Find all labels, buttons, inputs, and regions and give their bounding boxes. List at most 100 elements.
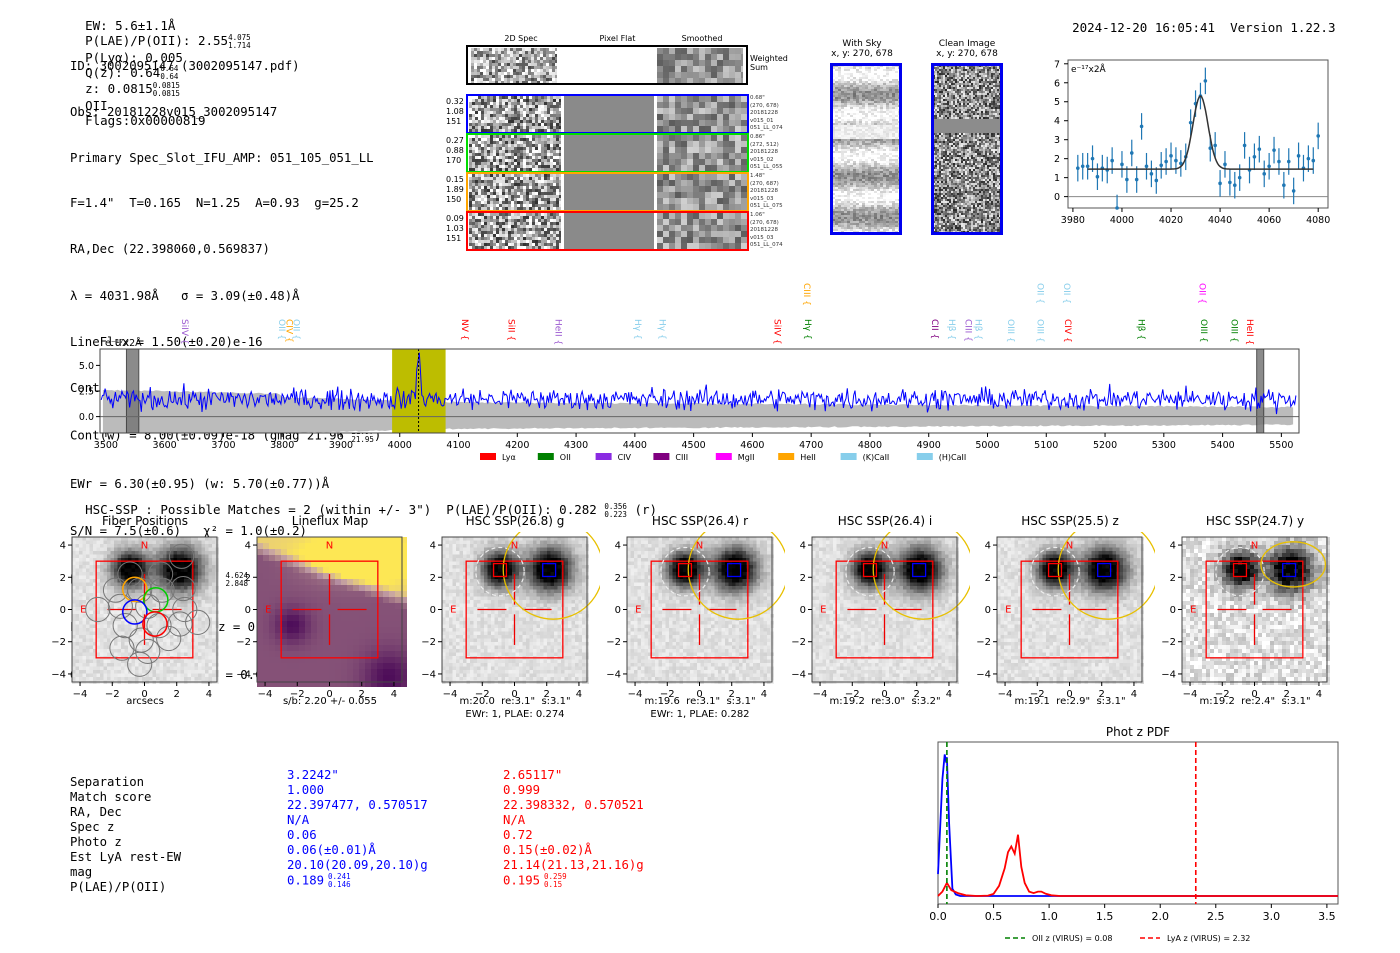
y-tick-label: −4	[236, 669, 251, 680]
fiber-circle	[148, 561, 174, 587]
cutout-panel: HSC SSP(24.7) y N E 4 2 0 −2 −4 −4 −2 0 2 4 m:19.2 re…	[1160, 512, 1340, 727]
y-tick-label: 2	[1170, 573, 1176, 584]
data-point	[1262, 172, 1267, 176]
row-left-labels: 0.09 1.03 151	[446, 214, 464, 244]
legend-label: CIV	[618, 453, 632, 462]
y-tick-label: 4	[615, 541, 621, 552]
match-field-label: mag	[70, 865, 93, 879]
emission-line-label: OIII {	[1034, 319, 1044, 343]
x-tick-label: 5300	[1152, 440, 1176, 451]
match-red: 2.65117" 0.999 22.398332, 0.570521 N/A 0.72 0…	[503, 768, 644, 889]
y-tick-label: −2	[421, 637, 436, 648]
red-match-marker	[492, 562, 508, 578]
data-point	[1232, 183, 1237, 188]
emission-line-label: OII {	[276, 319, 286, 340]
with-sky-label: With Sky	[842, 39, 882, 49]
match-field-value: N/A	[503, 813, 526, 827]
y-tick-label: 2	[1054, 154, 1060, 165]
row-left-value: 0.32	[446, 97, 464, 106]
row-right-labels: 1.48" (270, 687) 20181228 v015_03 051_LL_075	[750, 173, 783, 211]
legend-label: (H)CaII	[939, 453, 966, 462]
x-tick-label: 4600	[740, 440, 764, 451]
x-tick-label: 4500	[682, 440, 706, 451]
y-tick-label: 0	[430, 605, 436, 616]
z-value: z: 0.0815	[85, 81, 153, 96]
x-tick-label: 4800	[858, 440, 882, 451]
cutout-caption-plae: EWr: 1, PLAE: 0.274	[465, 709, 565, 720]
x-tick-label: 5500	[1269, 440, 1293, 451]
emission-line-label: OIII {	[1228, 319, 1238, 343]
data-point	[1223, 162, 1227, 167]
spec2d-images	[466, 45, 749, 251]
row-frame	[466, 211, 749, 251]
emission-line-label: HeII {	[1244, 319, 1254, 345]
row-pixel-flat	[564, 174, 654, 210]
match-field-label: Spec z	[70, 820, 115, 834]
x-tick-label: 2	[729, 689, 735, 700]
row-left-value: 0.15	[446, 175, 464, 184]
fiber-circle	[127, 651, 153, 677]
col-header-pixel-flat: Pixel Flat	[599, 34, 636, 43]
row-right-labels: 0.68" (270, 678) 20181228 v015_01 051_LL_074	[750, 95, 783, 133]
y-tick-label: 0	[1170, 605, 1176, 616]
clean-image-xy: x, y: 270, 678	[936, 49, 998, 59]
clean-image-title: Clean Image x, y: 270, 678	[922, 39, 1012, 59]
match-labels: Separation Match score RA, Dec Spec z Photo …	[70, 775, 181, 895]
x-tick-label: 4020	[1159, 215, 1183, 226]
row-right-value: 051_LL_055	[750, 164, 783, 170]
match-circle-dashed	[1030, 546, 1080, 597]
x-tick-label: −4	[443, 689, 458, 700]
emission-line-label: Hβ {	[946, 319, 956, 340]
y-tick-label: 0.0	[79, 412, 94, 423]
data-point	[1237, 175, 1242, 180]
plae-value: P(LAE)/P(OII): 2.55	[85, 33, 229, 48]
row-left-value: 151	[446, 234, 462, 243]
row-left-value: 0.88	[446, 146, 464, 155]
data-point	[1076, 166, 1080, 170]
row-right-value: v015_01	[750, 117, 774, 124]
data-point	[1282, 183, 1286, 188]
x-tick-label: −4	[73, 689, 88, 700]
row-left-value: 1.89	[446, 185, 464, 194]
match-field-label: Match score	[70, 790, 152, 804]
row-left-labels: 0.27 0.88 170	[446, 136, 464, 166]
data-point	[1277, 159, 1281, 164]
match-field-value: 0.195 0.259 0.15	[503, 872, 567, 889]
red-match-marker	[862, 562, 878, 578]
x-tick-label: 4000	[1110, 215, 1134, 226]
data-point	[1228, 180, 1232, 185]
legend-label: Lyα	[502, 453, 516, 462]
y-tick-label: −4	[421, 669, 436, 680]
hsc-summary-text: HSC-SSP : Possible Matches = 2 (within +…	[85, 502, 597, 517]
fit-curve	[1087, 95, 1314, 170]
row-right-value: (270, 687)	[750, 180, 779, 187]
row-pixel-flat	[564, 213, 654, 249]
aperture-box	[465, 560, 564, 659]
row-right-value: 1.48"	[750, 173, 765, 179]
y-tick-label: 2	[430, 573, 436, 584]
row-left-labels: 0.32 1.08 151	[446, 97, 464, 127]
row-right-value: 1.06"	[750, 212, 765, 218]
x-tick-label: 4	[206, 689, 212, 700]
row-right-value: (270, 678)	[750, 102, 779, 109]
row-2d-spec	[469, 135, 561, 171]
legend-label: LyA z (VIRUS) = 2.32	[1167, 934, 1250, 943]
y-tick-label: 3	[1054, 135, 1060, 146]
fiber-circle	[107, 593, 133, 619]
clean-image	[931, 63, 1003, 235]
x-tick-label: 2	[174, 689, 180, 700]
data-point	[1080, 164, 1085, 169]
x-tick-label: 2	[1099, 689, 1105, 700]
match-field-value: 0.72	[503, 828, 533, 842]
legend-swatch	[840, 453, 857, 460]
x-tick-label: 3700	[211, 440, 235, 451]
hsc-summary-band: (r)	[634, 502, 658, 517]
red-match-pdf-line	[937, 834, 1338, 897]
legend-label: HeII	[800, 453, 816, 462]
cutout-title: HSC SSP(26.4) i	[837, 514, 933, 528]
y-tick-label: 2	[800, 573, 806, 584]
masked-band	[1256, 348, 1265, 434]
match-field-label: Photo z	[70, 835, 122, 849]
row-right-value: 20181228	[750, 188, 778, 194]
data-point	[1296, 154, 1301, 158]
